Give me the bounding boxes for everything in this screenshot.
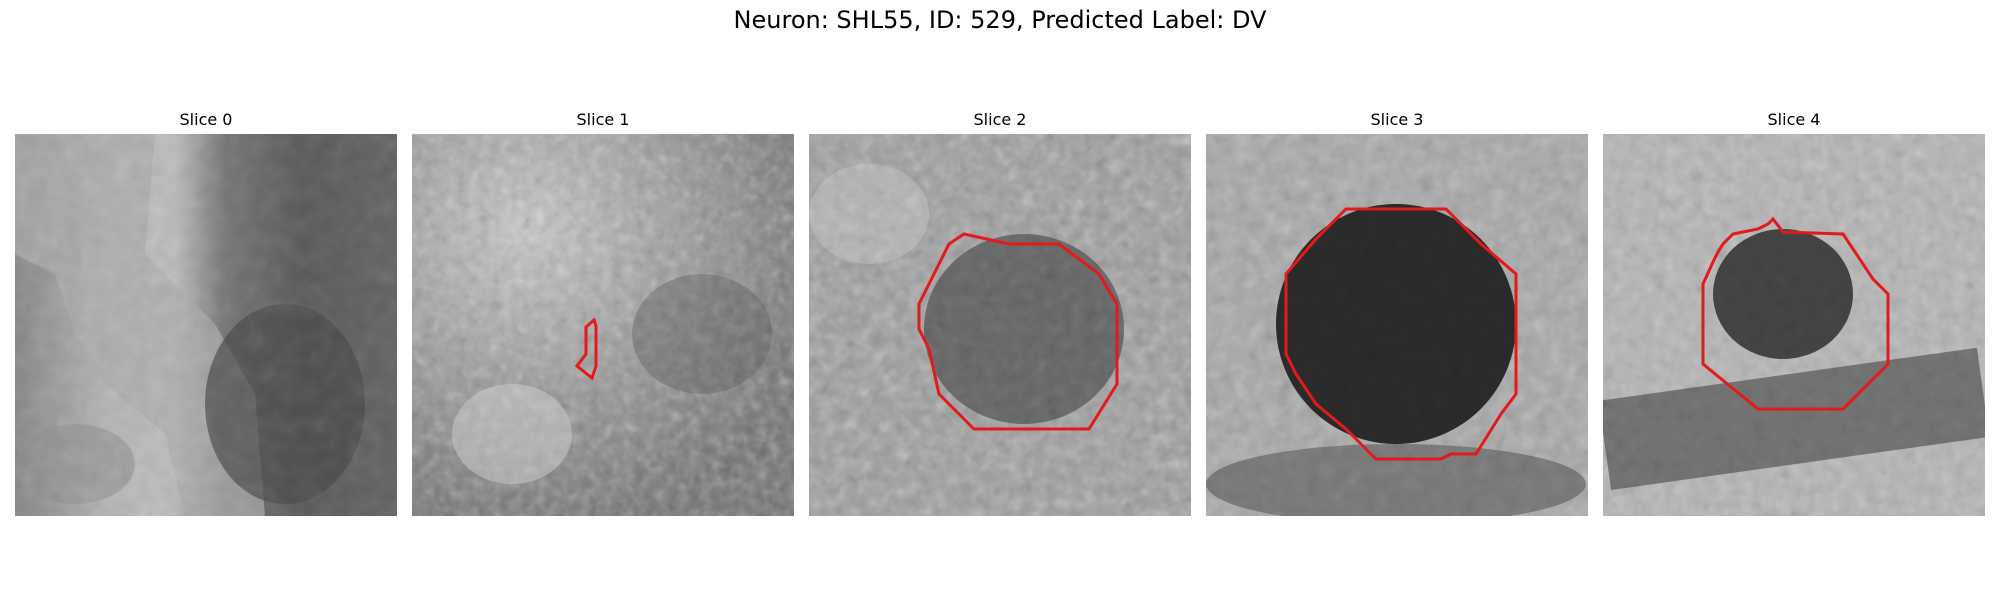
cell-contour xyxy=(917,232,1119,431)
slice-panel-0: Slice 0 xyxy=(15,110,397,520)
slice-title-0: Slice 0 xyxy=(179,110,233,129)
slice-image-0 xyxy=(15,134,397,516)
cell-contour xyxy=(1701,216,1890,411)
slice-panel-1: Slice 1 xyxy=(412,110,794,520)
cell-contour xyxy=(1284,207,1518,461)
slice-panel-4: Slice 4 xyxy=(1603,110,1985,520)
slice-panel-3: Slice 3 xyxy=(1206,110,1588,520)
slice-title-4: Slice 4 xyxy=(1767,110,1821,129)
slice-title-3: Slice 3 xyxy=(1370,110,1424,129)
cell-contour xyxy=(574,317,598,381)
slice-image-2 xyxy=(809,134,1191,516)
slice-panel-2: Slice 2 xyxy=(809,110,1191,520)
slice-image-4 xyxy=(1603,134,1985,516)
figure-title: Neuron: SHL55, ID: 529, Predicted Label:… xyxy=(733,6,1267,34)
slice-title-2: Slice 2 xyxy=(973,110,1027,129)
slice-image-1 xyxy=(412,134,794,516)
slice-image-3 xyxy=(1206,134,1588,516)
slice-title-1: Slice 1 xyxy=(576,110,630,129)
